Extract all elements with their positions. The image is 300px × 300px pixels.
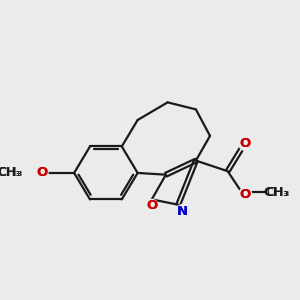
Text: O: O	[240, 188, 251, 201]
Text: CH₃: CH₃	[266, 186, 288, 199]
Text: O: O	[36, 167, 47, 179]
Circle shape	[239, 138, 252, 150]
Circle shape	[176, 205, 189, 218]
Text: N: N	[177, 205, 188, 218]
Circle shape	[35, 167, 48, 179]
Text: O: O	[146, 199, 158, 212]
Text: CH₃: CH₃	[264, 186, 290, 199]
Circle shape	[239, 188, 252, 200]
Text: O: O	[240, 137, 251, 151]
Text: O: O	[240, 188, 251, 201]
Circle shape	[146, 200, 158, 212]
Text: N: N	[177, 205, 188, 218]
Text: O: O	[240, 137, 251, 151]
Text: CH₃: CH₃	[0, 167, 23, 179]
Text: CH₃: CH₃	[0, 167, 20, 179]
Text: O: O	[146, 199, 158, 212]
Text: O: O	[36, 167, 47, 179]
